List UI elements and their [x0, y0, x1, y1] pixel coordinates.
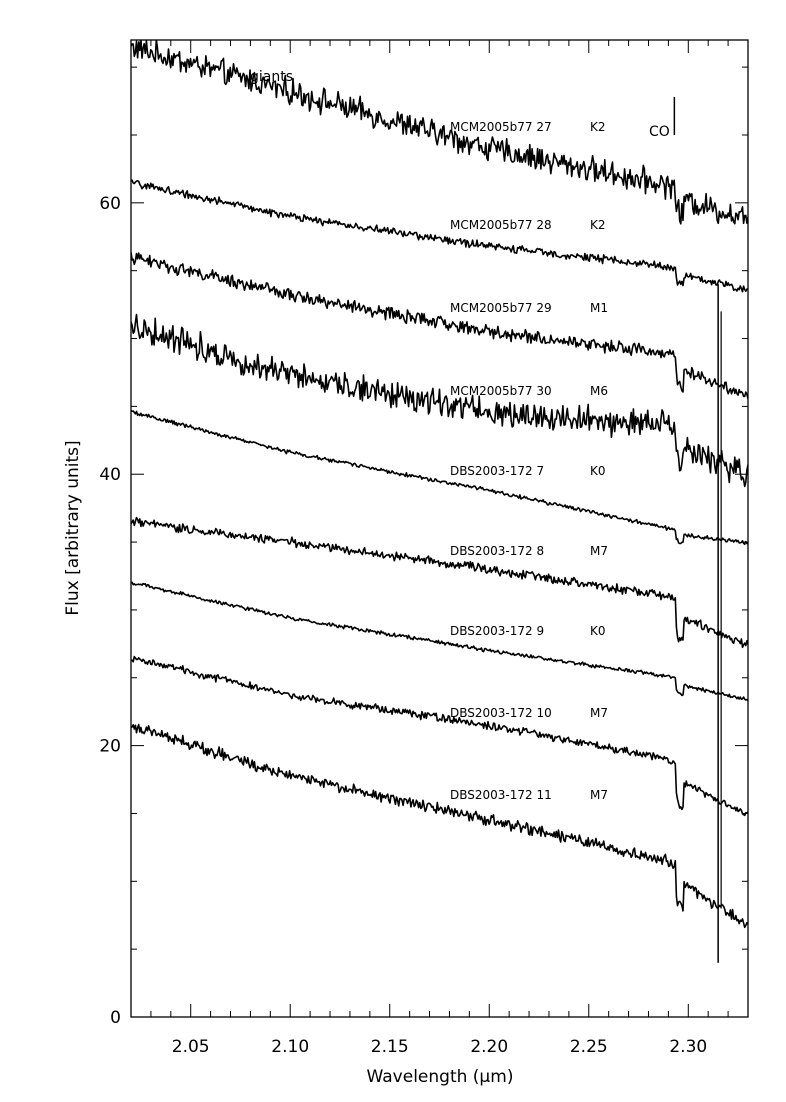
- spectrum-star-label: MCM2005b77 28: [450, 218, 552, 232]
- spectrum-star-label: DBS2003-172 9: [450, 624, 544, 638]
- co-label: CO: [649, 124, 670, 140]
- x-tick-label: 2.25: [570, 1037, 608, 1057]
- giants-label: giants: [250, 69, 293, 85]
- spectrum-type-label: M7: [590, 788, 608, 802]
- y-tick-labels: 0 20 40 60: [99, 194, 121, 1028]
- x-tick-label: 2.20: [470, 1037, 508, 1057]
- spectrum-line: [131, 655, 748, 817]
- spectrum-line: [131, 313, 748, 488]
- y-tick-label: 0: [110, 1008, 121, 1028]
- x-tick-label: 2.10: [271, 1037, 309, 1057]
- spectrum-star-label: MCM2005b77 27: [450, 120, 552, 134]
- spectrum-labels: MCM2005b77 27 K2 MCM2005b77 28 K2 MCM2005b77…: [450, 120, 608, 802]
- x-axis-title: Wavelength (μm): [367, 1067, 514, 1087]
- spectrum-type-label: K0: [590, 624, 606, 638]
- x-axis-title-close: ): [507, 1067, 514, 1087]
- spectrum-star-label: MCM2005b77 30: [450, 384, 552, 398]
- spectrum-line: [131, 723, 748, 929]
- spectra-group: [131, 40, 748, 929]
- x-tick-label: 2.05: [172, 1037, 210, 1057]
- y-tick-label: 20: [99, 737, 121, 757]
- plot-frame: [130, 39, 749, 1018]
- x-tick-labels: 2.05 2.10 2.15 2.20 2.25 2.30: [172, 1037, 707, 1057]
- spectrum-type-label: K2: [590, 218, 606, 232]
- axis-ticks: [131, 40, 749, 1017]
- spike-layer: [717, 284, 722, 963]
- spectrum-line: [131, 179, 748, 293]
- spectrum-line: [131, 409, 748, 546]
- spectrum-type-label: K2: [590, 120, 606, 134]
- spectrum-line: [131, 252, 748, 399]
- spectrum-star-label: MCM2005b77 29: [450, 301, 552, 315]
- x-tick-label: 2.30: [669, 1037, 707, 1057]
- y-tick-label: 40: [99, 465, 121, 485]
- y-tick-label: 60: [99, 194, 121, 214]
- spectrum-line: [131, 516, 748, 649]
- x-axis-unit: μm: [479, 1067, 506, 1087]
- spectrum-type-label: M7: [590, 544, 608, 558]
- spectrum-type-label: M6: [590, 384, 608, 398]
- spectrum-type-label: M1: [590, 301, 608, 315]
- spectrum-type-label: M7: [590, 706, 608, 720]
- spectrum-star-label: DBS2003-172 11: [450, 788, 552, 802]
- spectrum-line: [131, 40, 748, 225]
- spectrum-star-label: DBS2003-172 10: [450, 706, 552, 720]
- x-tick-label: 2.15: [371, 1037, 409, 1057]
- spectrum-star-label: DBS2003-172 8: [450, 544, 544, 558]
- spectrum-type-label: K0: [590, 464, 606, 478]
- spectrum-star-label: DBS2003-172 7: [450, 464, 544, 478]
- y-axis-title: Flux [arbitrary units]: [63, 440, 83, 615]
- x-axis-title-text: Wavelength (: [367, 1067, 480, 1087]
- spectrum-line: [131, 581, 748, 702]
